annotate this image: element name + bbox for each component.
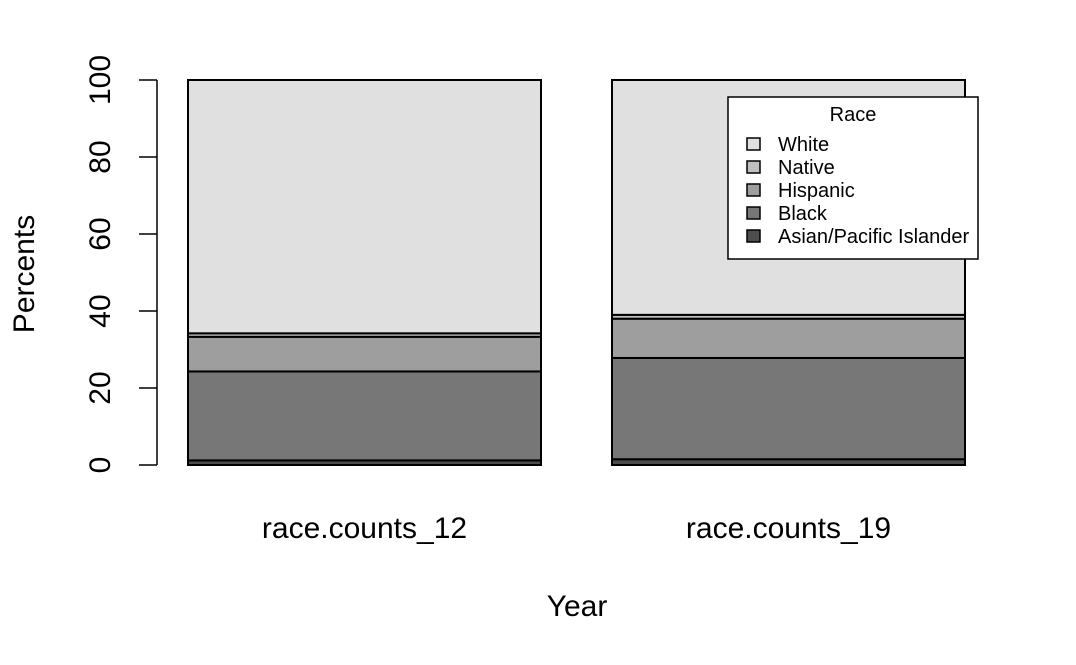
- legend-swatch: [746, 206, 761, 220]
- x-tick-label: race.counts_12: [262, 512, 467, 545]
- y-tick-label: 80: [84, 140, 117, 173]
- legend: Race WhiteNativeHispanicBlackAsian/Pacif…: [727, 96, 979, 260]
- legend-swatch: [746, 229, 761, 243]
- bar-segment-black-2: [611, 356, 966, 461]
- bar-segment-white-1: [187, 79, 542, 335]
- x-axis: race.counts_12 race.counts_19: [262, 512, 891, 545]
- y-tick-label: 20: [84, 371, 117, 404]
- x-axis-label: Year: [547, 590, 608, 623]
- legend-swatch: [746, 160, 761, 174]
- y-tick-label: 0: [84, 457, 117, 474]
- bar-segment-hispanic-1: [187, 335, 542, 373]
- legend-swatch: [746, 137, 761, 151]
- y-tick-label: 60: [84, 217, 117, 250]
- legend-label: White: [778, 134, 829, 156]
- y-axis-label: Percents: [8, 215, 41, 333]
- y-axis: 0 20 40 60 80 100: [84, 55, 158, 474]
- y-tick-label: 100: [84, 55, 117, 105]
- legend-title: Race: [830, 104, 877, 126]
- bar-segment-hispanic-2: [611, 317, 966, 359]
- legend-label: Native: [778, 157, 835, 179]
- bar-segment-black-1: [187, 370, 542, 462]
- legend-box: [727, 96, 979, 260]
- legend-label: Black: [778, 203, 828, 225]
- legend-label: Asian/Pacific Islander: [778, 226, 970, 248]
- x-tick-label: race.counts_19: [686, 512, 891, 545]
- y-tick-label: 40: [84, 294, 117, 327]
- legend-label: Hispanic: [778, 180, 855, 202]
- legend-swatch: [746, 183, 761, 197]
